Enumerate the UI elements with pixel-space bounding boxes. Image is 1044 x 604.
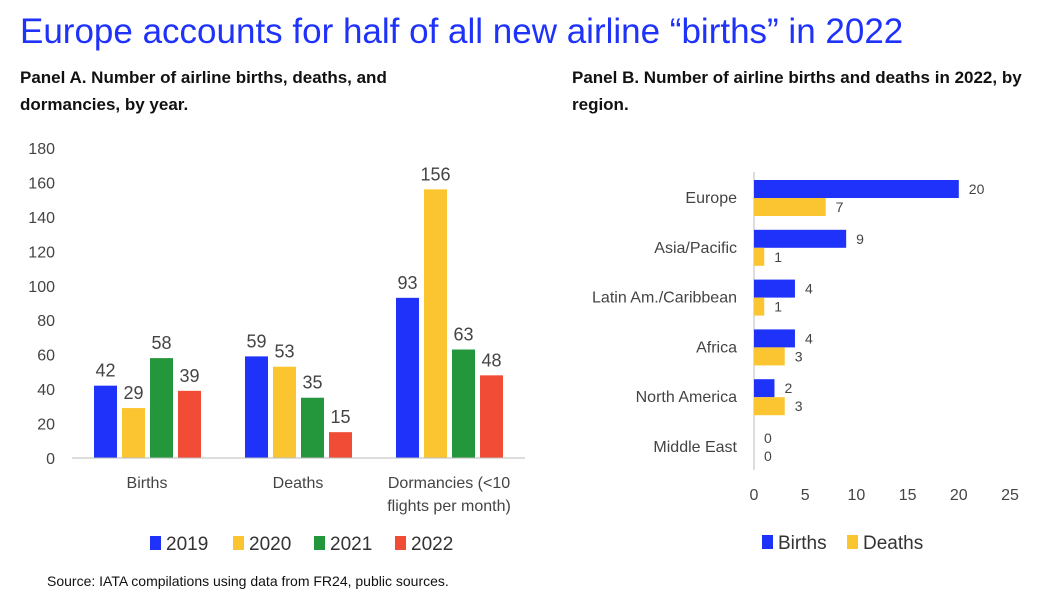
panel-a-bar-2022: [329, 432, 352, 458]
panel-b-xtick-label: 25: [1001, 487, 1019, 504]
panel-a-legend-label: 2021: [330, 534, 372, 555]
panel-a-ytick-label: 160: [28, 175, 55, 192]
panel-b-data-label: 7: [836, 199, 844, 215]
panel-b-data-label: 0: [764, 430, 772, 446]
panel-b-data-label: 3: [795, 398, 803, 414]
panel-b-bar-births: [754, 180, 959, 198]
panel-a-ytick-label: 100: [28, 279, 55, 296]
panel-a-legend-label: 2020: [249, 534, 291, 555]
panel-b-data-label: 1: [774, 249, 782, 265]
panel-a-bar-2020: [122, 408, 145, 458]
panel-b-bar-births: [754, 229, 847, 248]
panel-b-xtick-label: 0: [750, 487, 759, 504]
panel-a-data-label: 35: [302, 373, 322, 393]
source-note: Source: IATA compilations using data fro…: [47, 573, 449, 589]
panel-a-ytick-label: 140: [28, 210, 55, 227]
panel-b-category-label: Europe: [685, 190, 737, 207]
panel-b-category-label: Africa: [696, 339, 737, 356]
panel-a-ytick-label: 60: [37, 348, 55, 365]
panel-b-category-label: North America: [636, 389, 737, 406]
panel-a-bar-2021: [301, 397, 324, 458]
panel-a-category-label: Deaths: [273, 475, 324, 492]
panel-a-bar-2022: [480, 375, 503, 458]
panel-a-category-label: Births: [127, 475, 168, 492]
panel-b-data-label: 4: [805, 330, 813, 346]
panel-b-xtick-label: 5: [801, 487, 810, 504]
panel-a-bar-2020: [424, 189, 447, 459]
panel-b-legend-label: Births: [778, 533, 827, 554]
panel-a-legend-swatch-2022: [395, 536, 406, 550]
panel-b-data-label: 20: [969, 181, 985, 197]
panel-b-bar-deaths: [754, 198, 826, 216]
panel-b-data-label: 4: [805, 281, 813, 297]
page-title: Europe accounts for half of all new airl…: [20, 12, 904, 51]
panel-a-ytick-label: 180: [28, 141, 55, 158]
panel-a-category-label: flights per month): [387, 498, 511, 515]
panel-b-legend-swatch-births: [762, 535, 773, 549]
panel-b-category-label: Latin Am./Caribbean: [592, 290, 737, 307]
panel-a-bar-2020: [273, 366, 296, 458]
panel-a-legend-label: 2022: [411, 534, 453, 555]
panel-b-category-label: Asia/Pacific: [654, 240, 737, 257]
panel-b-data-label: 3: [795, 348, 803, 364]
panel-a-data-label: 15: [330, 407, 350, 427]
panel-a-data-label: 48: [481, 350, 501, 370]
panel-b-legend-swatch-deaths: [847, 535, 858, 549]
panel-b-bar-deaths: [754, 247, 765, 266]
panel-a-data-label: 156: [420, 164, 450, 184]
panel-b-bar-births: [754, 379, 775, 398]
panel-a-bar-2021: [452, 349, 475, 458]
panel-a-data-label: 42: [95, 361, 115, 381]
panel-a-bar-2019: [245, 356, 268, 458]
panel-a-bar-2022: [178, 390, 201, 458]
panel-a-chart: 0 20 40 60 80 100 120 140 160 180 42 59 93 29 53 156 58 3…: [28, 141, 525, 555]
panel-b-xtick-label: 10: [848, 487, 866, 504]
panel-b-title: Panel B. Number of airline births and de…: [572, 68, 1022, 114]
panel-a-data-label: 53: [274, 342, 294, 362]
panel-b-category-label: Middle East: [653, 439, 737, 456]
panel-a-bar-2019: [94, 385, 117, 458]
panel-b-data-label: 2: [784, 380, 792, 396]
panel-a-ytick-label: 20: [37, 417, 55, 434]
panel-a-ytick-label: 40: [37, 382, 55, 399]
panel-a-title: Panel A. Number of airline births, death…: [20, 68, 387, 114]
panel-a-data-label: 39: [179, 366, 199, 386]
panel-a-data-label: 93: [397, 273, 417, 293]
panel-a-legend-swatch-2021: [314, 536, 325, 550]
panel-a-bar-2021: [150, 358, 173, 458]
panel-b-bar-deaths: [754, 347, 785, 366]
panel-a-data-label: 59: [246, 331, 266, 351]
panel-b-xtick-label: 20: [950, 487, 968, 504]
panel-a-ytick-label: 80: [37, 313, 55, 330]
panel-b-data-label: 0: [764, 448, 772, 464]
panel-a-legend-swatch-2020: [233, 536, 244, 550]
panel-b-data-label: 9: [856, 231, 864, 247]
panel-a-data-label: 63: [453, 325, 473, 345]
panel-b-bar-deaths: [754, 397, 785, 416]
panel-a-ytick-label: 120: [28, 244, 55, 261]
panel-b-bar-births: [754, 279, 795, 298]
panel-a-category-label: Dormancies (<10: [388, 475, 510, 492]
panel-b-bar-deaths: [754, 297, 765, 316]
panel-a-ytick-label: 0: [46, 451, 55, 468]
panel-a-data-label: 58: [151, 333, 171, 353]
panel-a-bar-2019: [396, 297, 419, 458]
panel-a-data-label: 29: [123, 383, 143, 403]
panel-b-data-label: 1: [774, 299, 782, 315]
panel-b-bar-births: [754, 329, 795, 348]
panel-b-xtick-label: 15: [899, 487, 917, 504]
panel-b-legend-label: Deaths: [863, 533, 923, 554]
panel-a-legend-swatch-2019: [150, 536, 161, 550]
panel-a-legend-label: 2019: [166, 534, 208, 555]
